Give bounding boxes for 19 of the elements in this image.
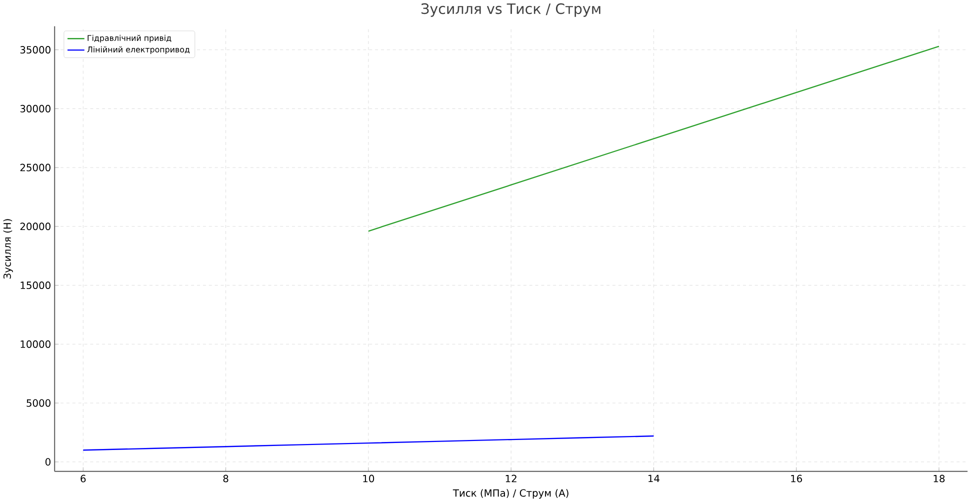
y-tick-label: 10000 <box>20 340 50 348</box>
x-axis-title: Тиск (МПа) / Струм (А) <box>452 489 568 499</box>
y-tick-label: 20000 <box>20 222 50 230</box>
line-series <box>82 435 654 451</box>
y-tick-label: 15000 <box>20 282 50 290</box>
x-tick-label: 18 <box>934 474 945 482</box>
x-tick-label: 8 <box>223 474 228 482</box>
x-tick-label: 14 <box>648 474 660 482</box>
y-tick-label: 5000 <box>26 399 50 407</box>
y-tick-label: 35000 <box>20 46 50 54</box>
x-tick-label: 16 <box>791 474 802 482</box>
y-tick-label: 25000 <box>20 164 50 172</box>
x-tick-label: 12 <box>506 474 516 482</box>
y-tick-label: 30000 <box>20 104 50 112</box>
chart-title: Зусилля vs Тиск / Струм <box>422 3 600 17</box>
y-tick-label: 0 <box>45 458 50 466</box>
x-tick-label: 6 <box>80 474 86 482</box>
y-axis-title: Зусилля (Н) <box>3 219 13 279</box>
x-tick-label: 10 <box>363 474 374 482</box>
